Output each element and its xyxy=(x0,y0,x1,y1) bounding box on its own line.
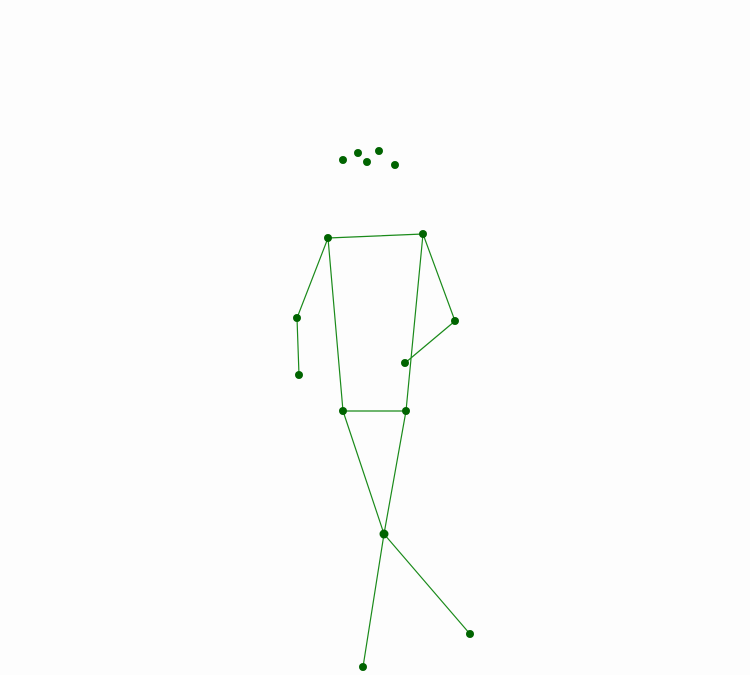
keypoint-left-hip xyxy=(339,407,347,415)
keypoint-left-wrist xyxy=(295,371,303,379)
bone-left-shoulder-to-left-elbow xyxy=(296,237,329,319)
keypoint-head-4 xyxy=(375,147,383,155)
keypoint-left-shoulder xyxy=(324,234,332,242)
bone-left-shoulder-to-right-shoulder xyxy=(327,233,424,239)
keypoint-right-wrist xyxy=(401,359,409,367)
keypoint-right-elbow xyxy=(451,317,459,325)
bone-left-shoulder-to-left-hip xyxy=(327,237,344,412)
bone-right-hip-to-knee xyxy=(383,410,407,535)
keypoint-head-1 xyxy=(339,156,347,164)
keypoint-head-3 xyxy=(363,158,371,166)
bone-left-elbow-to-left-wrist xyxy=(296,317,300,376)
keypoint-right-hip xyxy=(402,407,410,415)
skeleton-bones xyxy=(296,233,471,668)
keypoint-knee xyxy=(379,529,389,539)
bone-right-elbow-to-right-wrist xyxy=(404,320,456,364)
keypoint-right-ankle xyxy=(466,630,474,638)
bone-right-shoulder-to-right-elbow xyxy=(422,233,456,322)
bone-knee-to-right-ankle xyxy=(383,533,471,635)
keypoint-right-shoulder xyxy=(419,230,427,238)
bone-right-shoulder-to-right-hip xyxy=(405,233,424,412)
keypoint-left-elbow xyxy=(293,314,301,322)
bone-knee-to-left-ankle xyxy=(362,533,385,668)
bone-left-hip-to-knee xyxy=(342,410,385,535)
skeleton-keypoints xyxy=(293,147,474,671)
keypoint-head-2 xyxy=(354,149,362,157)
keypoint-head-5 xyxy=(391,161,399,169)
keypoint-left-ankle xyxy=(359,663,367,671)
